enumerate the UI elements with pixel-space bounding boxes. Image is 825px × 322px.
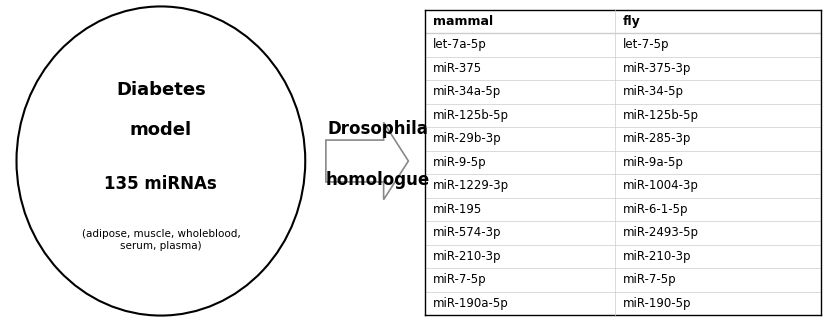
Text: miR-190-5p: miR-190-5p xyxy=(623,297,691,310)
Text: miR-574-3p: miR-574-3p xyxy=(433,226,502,240)
Text: miR-195: miR-195 xyxy=(433,203,483,216)
Text: miR-2493-5p: miR-2493-5p xyxy=(623,226,699,240)
Text: miR-125b-5p: miR-125b-5p xyxy=(623,109,699,122)
Text: miR-125b-5p: miR-125b-5p xyxy=(433,109,509,122)
Text: miR-9-5p: miR-9-5p xyxy=(433,156,487,169)
Text: let-7-5p: let-7-5p xyxy=(623,38,669,52)
Text: (adipose, muscle, wholeblood,
serum, plasma): (adipose, muscle, wholeblood, serum, pla… xyxy=(82,229,240,251)
Text: miR-29b-3p: miR-29b-3p xyxy=(433,132,502,146)
Text: fly: fly xyxy=(623,15,641,28)
Text: 135 miRNAs: 135 miRNAs xyxy=(105,175,217,193)
Text: miR-210-3p: miR-210-3p xyxy=(433,250,502,263)
Text: miR-34-5p: miR-34-5p xyxy=(623,85,684,99)
Text: miR-210-3p: miR-210-3p xyxy=(623,250,691,263)
Text: miR-9a-5p: miR-9a-5p xyxy=(623,156,684,169)
Ellipse shape xyxy=(16,6,305,316)
Text: miR-375-3p: miR-375-3p xyxy=(623,62,691,75)
Polygon shape xyxy=(326,122,408,200)
Text: mammal: mammal xyxy=(433,15,493,28)
Text: miR-7-5p: miR-7-5p xyxy=(433,273,487,287)
Text: homologue: homologue xyxy=(326,171,430,189)
Text: miR-6-1-5p: miR-6-1-5p xyxy=(623,203,688,216)
Text: miR-1229-3p: miR-1229-3p xyxy=(433,179,509,193)
Text: Diabetes: Diabetes xyxy=(116,81,205,99)
Text: miR-190a-5p: miR-190a-5p xyxy=(433,297,509,310)
Text: miR-285-3p: miR-285-3p xyxy=(623,132,691,146)
Text: Drosophila: Drosophila xyxy=(328,120,428,138)
Text: miR-34a-5p: miR-34a-5p xyxy=(433,85,502,99)
Text: model: model xyxy=(130,121,192,139)
Text: miR-7-5p: miR-7-5p xyxy=(623,273,676,287)
Text: miR-1004-3p: miR-1004-3p xyxy=(623,179,699,193)
Text: let-7a-5p: let-7a-5p xyxy=(433,38,487,52)
Text: miR-375: miR-375 xyxy=(433,62,483,75)
